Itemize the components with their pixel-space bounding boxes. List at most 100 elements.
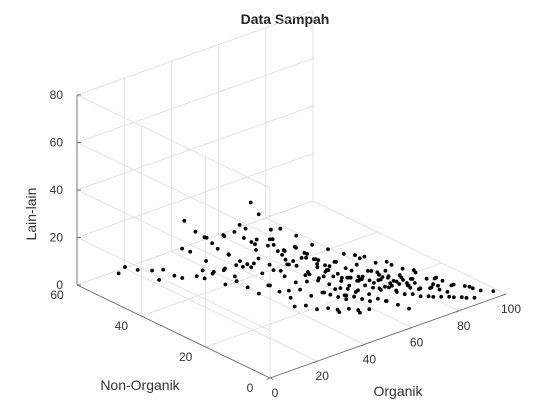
data-point <box>367 292 371 296</box>
floor-grid-line <box>218 234 412 328</box>
data-point <box>267 237 272 242</box>
data-point <box>268 283 272 288</box>
data-point <box>161 267 166 272</box>
data-point <box>294 245 298 250</box>
data-point <box>418 294 423 299</box>
data-point <box>294 263 299 268</box>
data-point <box>357 256 362 261</box>
data-point <box>245 285 250 290</box>
side-wall-grid-line <box>76 237 271 331</box>
data-point <box>292 304 297 309</box>
data-point <box>315 262 320 266</box>
data-point <box>366 269 370 273</box>
data-point <box>223 266 227 271</box>
back-wall-grid-line <box>76 10 314 96</box>
data-point <box>116 271 121 276</box>
data-point <box>338 286 343 290</box>
x-tick-label: 60 <box>410 336 424 350</box>
data-point <box>380 275 385 279</box>
data-point <box>360 297 364 301</box>
data-point <box>491 289 496 293</box>
y-tick-label: 60 <box>50 288 64 302</box>
data-point <box>287 288 291 293</box>
data-point <box>431 295 436 299</box>
data-point <box>332 260 337 264</box>
data-point <box>315 265 320 270</box>
z-tick-label: 80 <box>50 88 64 102</box>
data-point <box>254 237 259 242</box>
data-point <box>413 270 418 275</box>
data-point <box>172 273 177 278</box>
side-wall-grid-line <box>76 142 271 236</box>
data-point <box>303 273 308 278</box>
x-tick-label: 20 <box>316 369 330 383</box>
y-tick-mark <box>269 377 274 380</box>
x-tick-label: 40 <box>363 352 377 366</box>
data-point <box>371 285 375 290</box>
data-point <box>396 302 400 307</box>
data-point <box>447 294 452 299</box>
data-point <box>397 282 402 286</box>
data-point <box>248 200 253 205</box>
data-point <box>200 268 205 273</box>
data-point <box>285 262 290 267</box>
data-point <box>388 281 393 286</box>
z-tick-label: 20 <box>50 231 64 245</box>
data-point <box>204 235 209 240</box>
data-point <box>372 281 376 285</box>
data-point <box>354 262 359 267</box>
data-point <box>352 294 356 299</box>
x-tick-label: 0 <box>272 386 279 400</box>
data-point <box>432 276 437 281</box>
x-axis-line <box>269 293 507 379</box>
data-point <box>376 296 380 301</box>
data-point <box>426 294 431 299</box>
data-point <box>387 285 391 290</box>
data-points <box>116 200 496 315</box>
data-point <box>363 283 367 288</box>
y-axis-line <box>76 284 271 379</box>
x-tick-mark <box>407 327 412 330</box>
data-point <box>249 265 254 270</box>
data-point <box>375 270 380 275</box>
data-point <box>402 292 407 297</box>
data-point <box>400 266 405 271</box>
data-point <box>180 276 185 280</box>
data-point <box>342 293 347 298</box>
data-point <box>266 243 270 248</box>
data-point <box>327 264 332 269</box>
data-point <box>335 307 340 312</box>
data-point <box>436 283 440 288</box>
data-point <box>367 278 372 283</box>
data-point <box>271 268 276 272</box>
data-point <box>326 247 330 252</box>
side-wall-grid-line <box>76 94 271 189</box>
x-tick-label: 80 <box>457 319 471 333</box>
data-point <box>253 242 257 247</box>
data-point <box>157 278 162 282</box>
data-point <box>369 269 374 273</box>
data-point <box>348 275 353 280</box>
data-point <box>293 280 298 285</box>
data-point <box>462 284 467 288</box>
data-point <box>202 276 207 281</box>
data-point <box>467 284 472 289</box>
axis-layer <box>76 94 507 380</box>
data-point <box>339 279 344 283</box>
data-point <box>316 278 320 283</box>
side-wall-grid-line <box>76 189 271 284</box>
data-point <box>271 243 276 247</box>
data-point <box>194 274 199 279</box>
z-tick-label: 0 <box>56 278 63 292</box>
data-point <box>223 282 228 287</box>
data-point <box>410 277 415 281</box>
data-point <box>321 274 326 279</box>
data-point <box>311 257 316 261</box>
x-tick-label: 100 <box>501 302 521 316</box>
data-point <box>333 287 338 292</box>
data-point <box>182 218 187 223</box>
data-point <box>232 230 237 234</box>
data-point <box>367 307 372 312</box>
data-point <box>418 286 423 291</box>
